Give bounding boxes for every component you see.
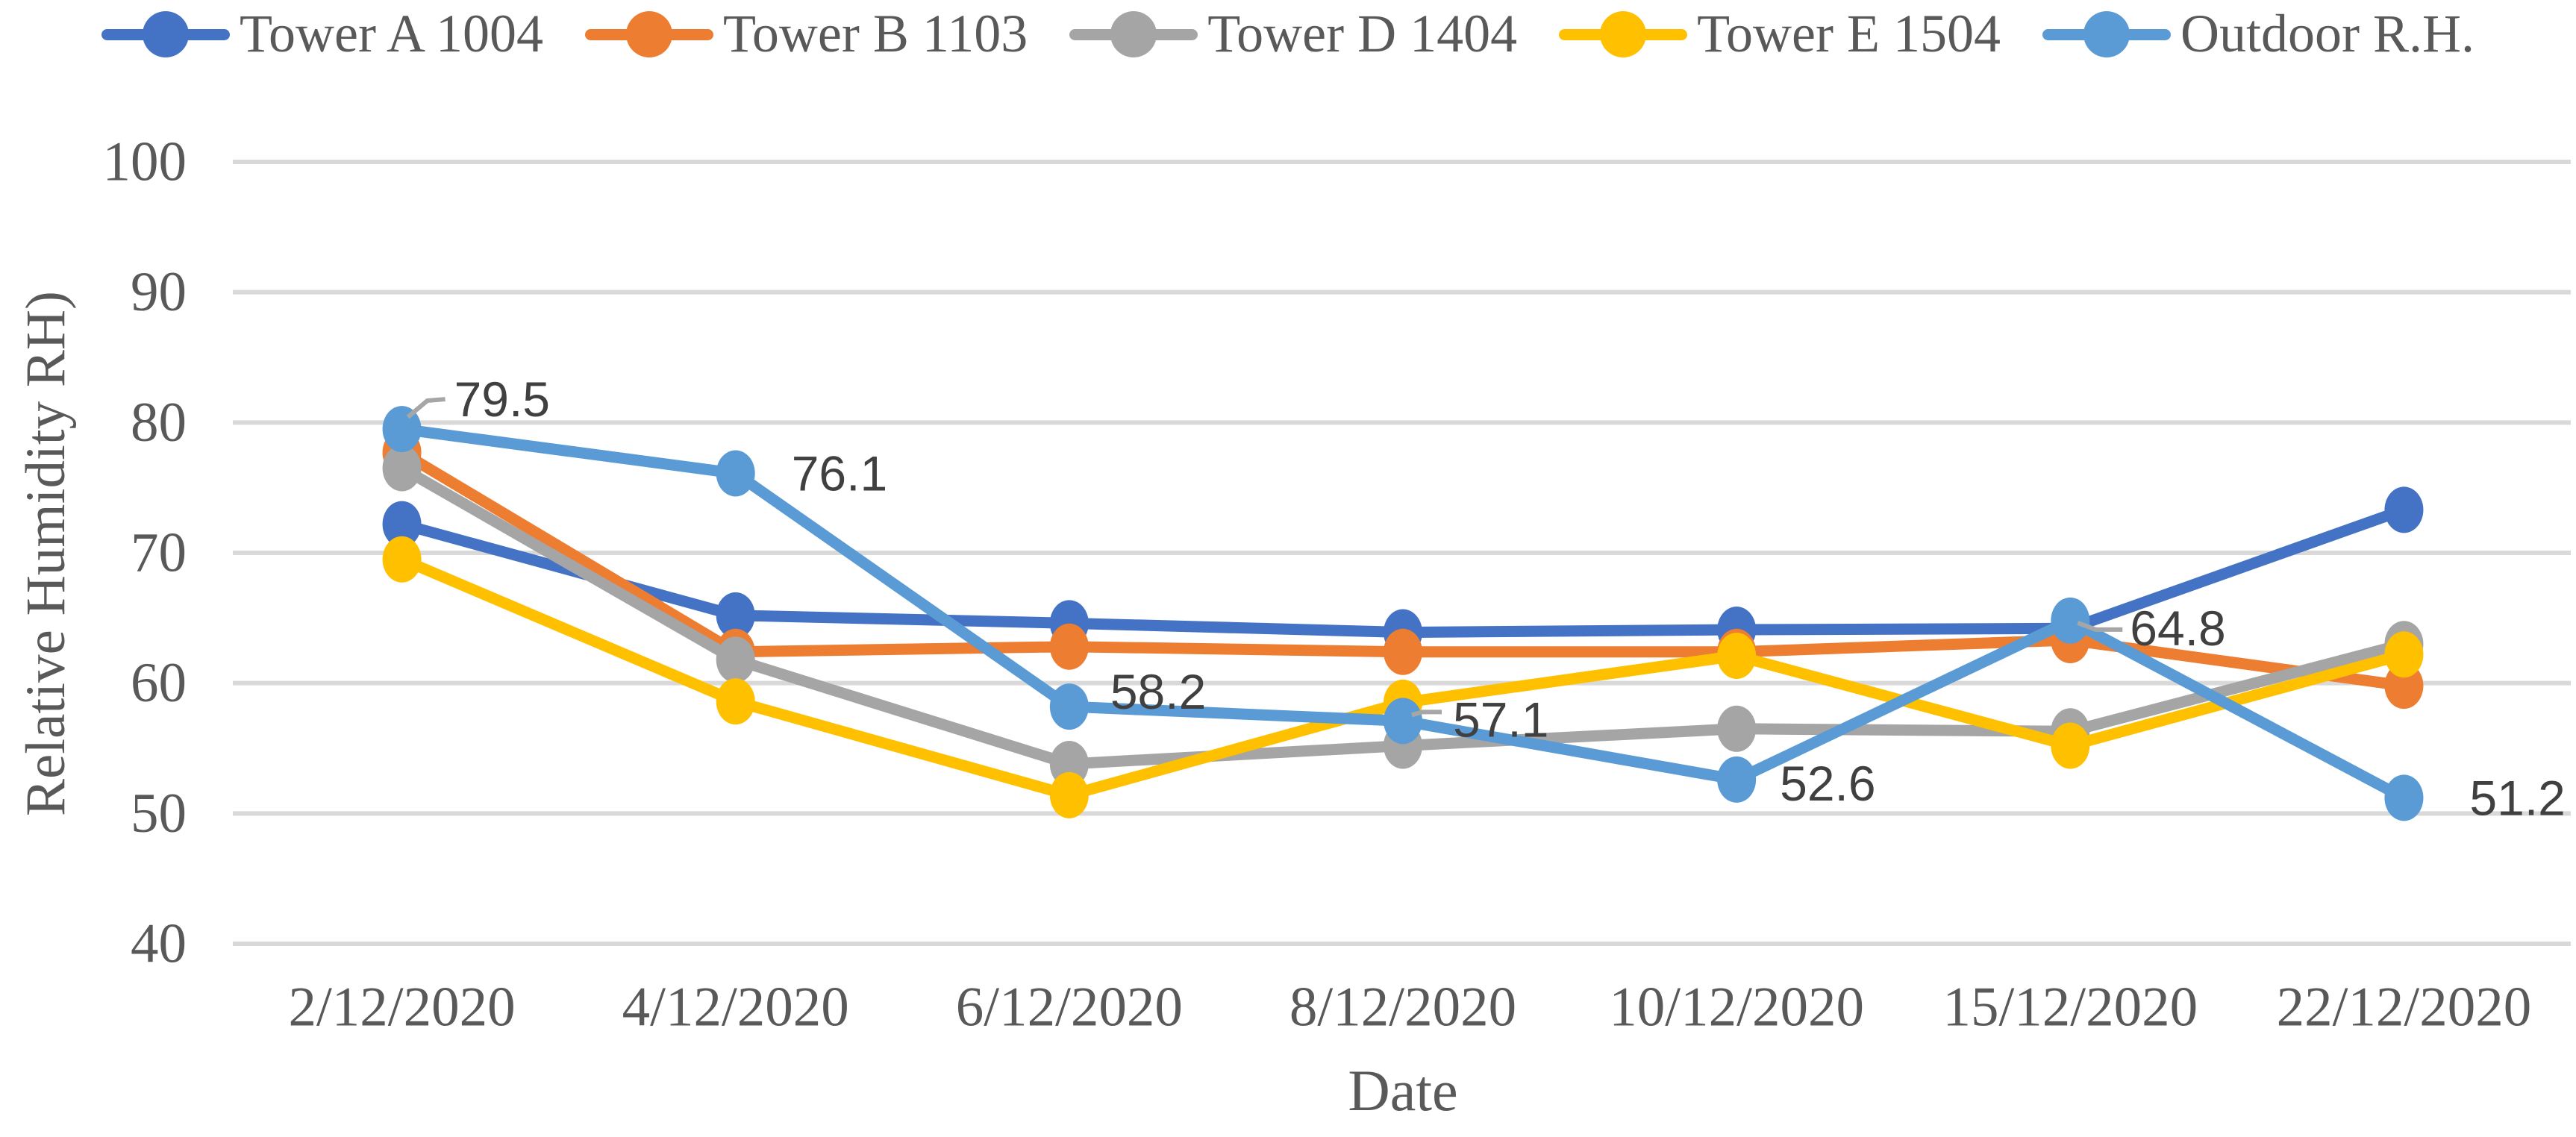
data-point (382, 406, 422, 453)
y-tick-label: 100 (103, 131, 187, 193)
data-point (1384, 698, 1422, 745)
data-point (2384, 774, 2424, 821)
x-tick-label: 8/12/2020 (1289, 977, 1516, 1039)
data-point (1049, 683, 1089, 730)
data-point (716, 450, 755, 497)
x-tick-label: 10/12/2020 (1609, 977, 1864, 1039)
legend-line-marker-icon (2042, 10, 2171, 58)
legend-label: Tower A 1004 (240, 4, 543, 63)
legend-label: Outdoor R.H. (2180, 4, 2475, 63)
y-tick-label: 70 (131, 522, 187, 584)
x-tick-label: 2/12/2020 (288, 977, 515, 1039)
legend-line-marker-icon (1069, 10, 1198, 58)
data-label: 57.1 (1453, 692, 1548, 747)
data-point (1384, 628, 1422, 675)
legend-item-tower-d-1404: Tower D 1404 (1069, 4, 1518, 63)
data-point (1717, 705, 1757, 752)
data-label-leader-line (1411, 710, 1442, 718)
data-point (382, 536, 422, 583)
data-label: 76.1 (792, 445, 887, 501)
data-label: 64.8 (2130, 601, 2225, 656)
legend-item-tower-a-1004: Tower A 1004 (101, 4, 543, 63)
data-label-leader-line (2077, 621, 2123, 632)
legend-marker-dot (625, 10, 672, 57)
data-point (1717, 632, 1757, 679)
legend-line-marker-icon (101, 10, 231, 58)
y-tick-label: 80 (131, 392, 187, 454)
y-axis-title: Relative Humidity RH) (15, 290, 77, 817)
legend-marker-dot (2083, 10, 2130, 57)
legend-marker-dot (1600, 10, 1647, 57)
y-tick-label: 40 (131, 913, 187, 975)
y-tick-label: 60 (131, 652, 187, 714)
data-point (2384, 631, 2424, 678)
data-point (716, 636, 755, 683)
legend-label: Tower D 1404 (1207, 4, 1518, 63)
legend-label: Tower B 1103 (722, 4, 1028, 63)
data-label: 79.5 (454, 372, 550, 427)
data-label-leader-line (406, 397, 446, 419)
legend-marker-dot (143, 10, 190, 57)
legend-line-marker-icon (584, 10, 713, 58)
x-tick-label: 22/12/2020 (2277, 977, 2532, 1039)
data-point (716, 592, 755, 639)
data-point (382, 501, 422, 548)
data-point (1049, 771, 1089, 818)
data-point (2384, 486, 2424, 533)
legend-item-outdoor-r-h-: Outdoor R.H. (2042, 4, 2475, 63)
chart-legend: Tower A 1004 Tower B 1103 Tower D 1404 Towe… (0, 4, 2576, 63)
y-tick-label: 50 (131, 783, 187, 845)
x-axis-title: Date (1348, 1058, 1458, 1123)
x-tick-label: 6/12/2020 (956, 977, 1183, 1039)
data-point (1049, 623, 1089, 670)
legend-label: Tower E 1504 (1697, 4, 2001, 63)
data-point (1717, 756, 1757, 803)
data-label: 51.2 (2469, 770, 2565, 825)
data-point (716, 678, 755, 725)
data-label: 58.2 (1110, 664, 1206, 719)
legend-line-marker-icon (1559, 10, 1688, 58)
legend-item-tower-e-1504: Tower E 1504 (1559, 4, 2001, 63)
x-tick-label: 15/12/2020 (1942, 977, 2198, 1039)
legend-marker-dot (1110, 10, 1157, 57)
legend-item-tower-b-1103: Tower B 1103 (584, 4, 1028, 63)
data-point (382, 445, 422, 492)
data-point (2051, 722, 2090, 769)
y-tick-label: 90 (131, 261, 187, 323)
x-tick-label: 4/12/2020 (622, 977, 849, 1039)
data-point (2051, 597, 2090, 644)
data-label: 52.6 (1780, 756, 1875, 811)
